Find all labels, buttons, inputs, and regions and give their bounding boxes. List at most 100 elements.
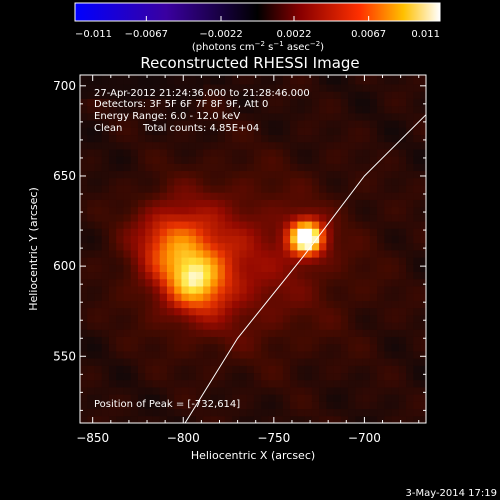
heatmap-cell [362, 112, 371, 121]
heatmap-cell [80, 307, 88, 316]
heatmap-cell [333, 199, 342, 208]
heatmap-cell [174, 314, 182, 323]
heatmap-cell [391, 379, 400, 388]
heatmap-cell [268, 293, 277, 301]
heatmap-cell [282, 408, 291, 417]
heatmap-cell [101, 170, 110, 179]
x-tick-label: −800 [167, 431, 200, 445]
heatmap-cell [369, 98, 378, 107]
heatmap-cell [232, 134, 240, 143]
heatmap-cell [80, 127, 88, 136]
heatmap-cell [224, 148, 233, 157]
heatmap-cell [130, 264, 139, 273]
heatmap-cell [369, 199, 378, 208]
heatmap-cell [391, 329, 400, 337]
heatmap-cell [348, 336, 356, 345]
heatmap-cell [116, 285, 124, 294]
heatmap-cell [311, 184, 320, 193]
heatmap-cell [239, 148, 248, 157]
heatmap-cell [253, 170, 262, 179]
heatmap-cell [224, 156, 233, 164]
heatmap-cell [108, 293, 117, 301]
heatmap-cell [145, 76, 153, 85]
heatmap-cell [275, 75, 284, 78]
heatmap-cell [108, 199, 117, 208]
heatmap-cell [282, 386, 291, 395]
heatmap-cell [413, 75, 422, 78]
heatmap-cell [304, 192, 313, 200]
heatmap-cell [369, 84, 378, 92]
heatmap-cell [268, 343, 277, 352]
heatmap-cell [326, 228, 335, 236]
heatmap-cell [355, 293, 364, 301]
heatmap-cell [224, 134, 233, 143]
heatmap-cell [232, 127, 240, 136]
heatmap-cell [282, 199, 291, 208]
heatmap-cell [420, 415, 426, 423]
heatmap-cell [282, 264, 291, 273]
heatmap-cell [210, 394, 219, 402]
heatmap-cell [123, 322, 132, 330]
heatmap-cell [181, 235, 190, 244]
heatmap-cell [311, 271, 320, 280]
date-stamp: 3-May-2014 17:19 [405, 488, 497, 499]
heatmap-cell [398, 408, 407, 417]
heatmap-cell [290, 415, 298, 423]
heatmap-cell [420, 134, 426, 143]
heatmap-cell [369, 228, 378, 236]
heatmap-cell [217, 84, 226, 92]
heatmap-cell [239, 386, 248, 395]
heatmap-cell [413, 156, 422, 164]
heatmap-cell [268, 156, 277, 164]
heatmap-cell [369, 213, 378, 222]
heatmap-cell [275, 177, 284, 186]
heatmap-cell [326, 177, 335, 186]
heatmap-cell [406, 235, 414, 244]
heatmap-cell [101, 365, 110, 374]
heatmap-cell [137, 264, 146, 273]
heatmap-cell [94, 336, 103, 345]
heatmap-cell [253, 156, 262, 164]
heatmap-cell [195, 365, 204, 374]
heatmap-cell [239, 242, 248, 251]
heatmap-cell [217, 112, 226, 121]
heatmap-cell [253, 242, 262, 251]
heatmap-cell [108, 242, 117, 251]
heatmap-cell [333, 112, 342, 121]
heatmap-cell [319, 127, 327, 136]
heatmap-cell [406, 307, 414, 316]
heatmap-cell [420, 278, 426, 287]
heatmap-cell [87, 141, 95, 150]
heatmap-cell [355, 84, 364, 92]
heatmap-cell [239, 206, 248, 215]
heatmap-cell [210, 379, 219, 388]
heatmap-cell [311, 415, 320, 423]
heatmap-cell [94, 372, 103, 381]
heatmap-cell [166, 120, 175, 128]
heatmap-cell [297, 141, 306, 150]
heatmap-cell [210, 307, 219, 316]
heatmap-cell [181, 75, 190, 78]
heatmap-cell [116, 105, 124, 114]
heatmap-cell [304, 213, 313, 222]
heatmap-cell [101, 91, 110, 99]
heatmap-cell [101, 394, 110, 402]
heatmap-cell [413, 350, 422, 359]
heatmap-cell [391, 91, 400, 99]
heatmap-cell [101, 127, 110, 136]
heatmap-cell [253, 293, 262, 301]
heatmap-cell [297, 221, 306, 229]
heatmap-cell [261, 264, 269, 273]
heatmap-cell [282, 235, 291, 244]
heatmap-cell [333, 75, 342, 78]
heatmap-cell [210, 170, 219, 179]
heatmap-cell [130, 213, 139, 222]
heatmap-cell [420, 98, 426, 107]
heatmap-cell [101, 134, 110, 143]
heatmap-cell [101, 408, 110, 417]
heatmap-cell [340, 386, 349, 395]
heatmap-cell [188, 221, 197, 229]
heatmap-cell [87, 206, 95, 215]
heatmap-cell [101, 98, 110, 107]
heatmap-cell [188, 415, 197, 423]
